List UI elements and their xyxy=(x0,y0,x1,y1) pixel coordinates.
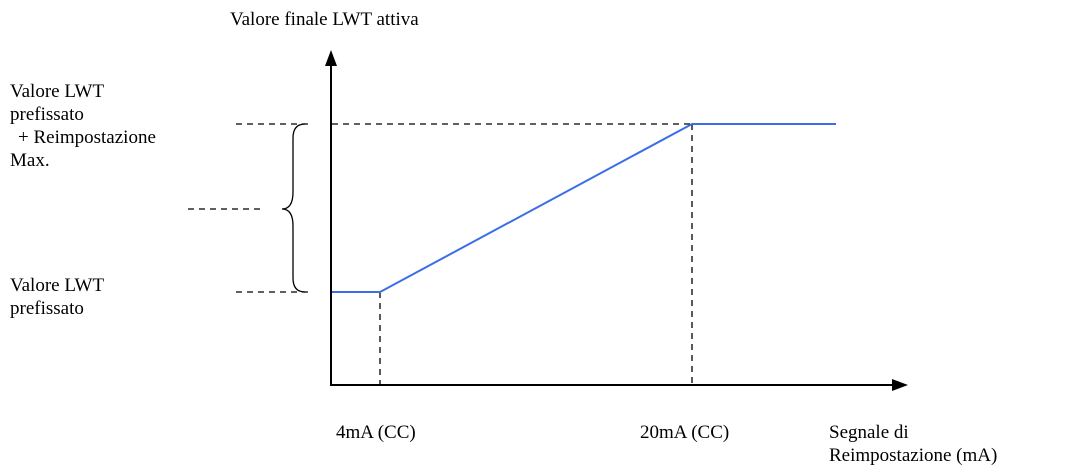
x-tick-4ma: 4mA (CC) xyxy=(336,422,416,443)
upper-setpoint-label: Valore LWT prefissato + Reimpostazione M… xyxy=(10,80,156,172)
x-axis-title-line1: Segnale di xyxy=(829,422,909,443)
upper-label-line1: Valore LWT xyxy=(10,81,105,102)
lower-label-line1: Valore LWT xyxy=(10,275,105,296)
upper-label-line2: prefissato xyxy=(10,104,84,125)
y-axis-title: Valore finale LWT attiva xyxy=(230,9,419,30)
x-axis-arrowhead xyxy=(892,379,908,391)
lower-setpoint-label: Valore LWT prefissato xyxy=(10,274,104,320)
x-tick-20ma: 20mA (CC) xyxy=(640,422,730,443)
lwt-curve xyxy=(332,123,836,293)
x-axis-title-line2: Reimpostazione (mA) xyxy=(829,445,998,466)
range-brace xyxy=(281,123,306,293)
y-axis-arrowhead xyxy=(325,50,337,66)
upper-label-line3: + Reimpostazione xyxy=(18,127,156,148)
upper-label-line4: Max. xyxy=(10,150,50,171)
x-axis-title: Segnale di Reimpostazione (mA) xyxy=(829,421,997,467)
lower-label-line2: prefissato xyxy=(10,298,84,319)
